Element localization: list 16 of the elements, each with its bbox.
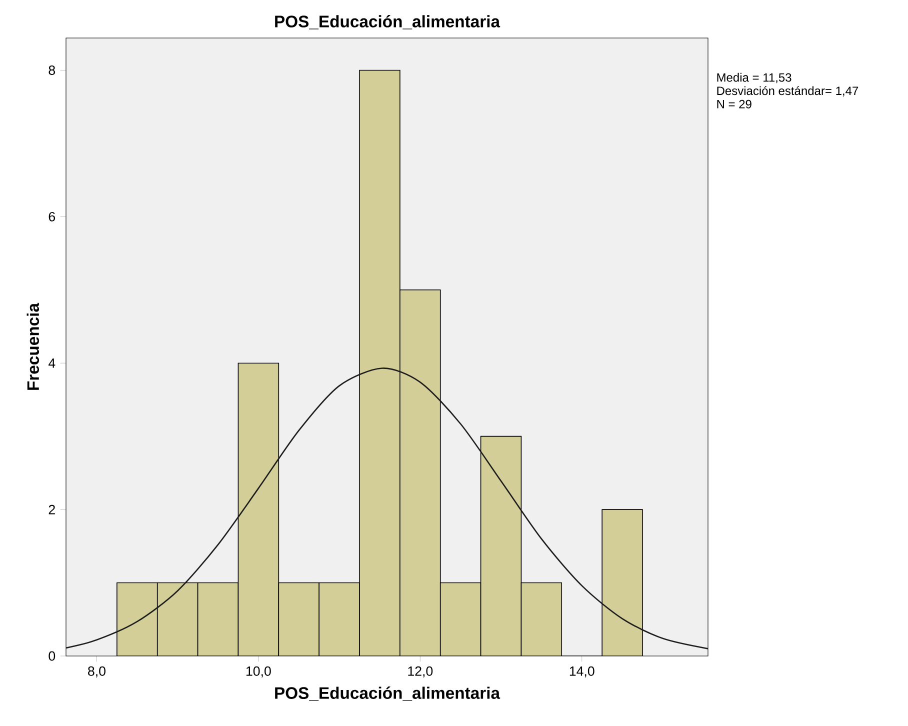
- text: N = 29: [717, 100, 752, 108]
- y-tick-label: 4: [48, 358, 56, 368]
- y-tick-label: 8: [48, 66, 56, 75]
- x-tick-label: 10,0: [246, 666, 271, 678]
- text: Media = 11,53: [717, 72, 792, 84]
- x-tick-label: 8,0: [88, 666, 106, 678]
- x-tick-label: 14,0: [570, 666, 594, 678]
- line-series: [66, 368, 708, 650]
- y-tick-label: 0: [48, 651, 56, 661]
- x-axis-title: POS_Educación_alimentaria: [275, 686, 500, 701]
- chart-title: POS_Educación_alimentaria: [275, 15, 500, 30]
- text: Desviación estándar= 1,47: [717, 86, 858, 96]
- y-tick-label: 6: [48, 212, 56, 222]
- y-tick-label: 2: [48, 504, 55, 514]
- x-tick-label: 12,0: [408, 666, 433, 678]
- y-axis-title: Frecuencia: [26, 302, 40, 390]
